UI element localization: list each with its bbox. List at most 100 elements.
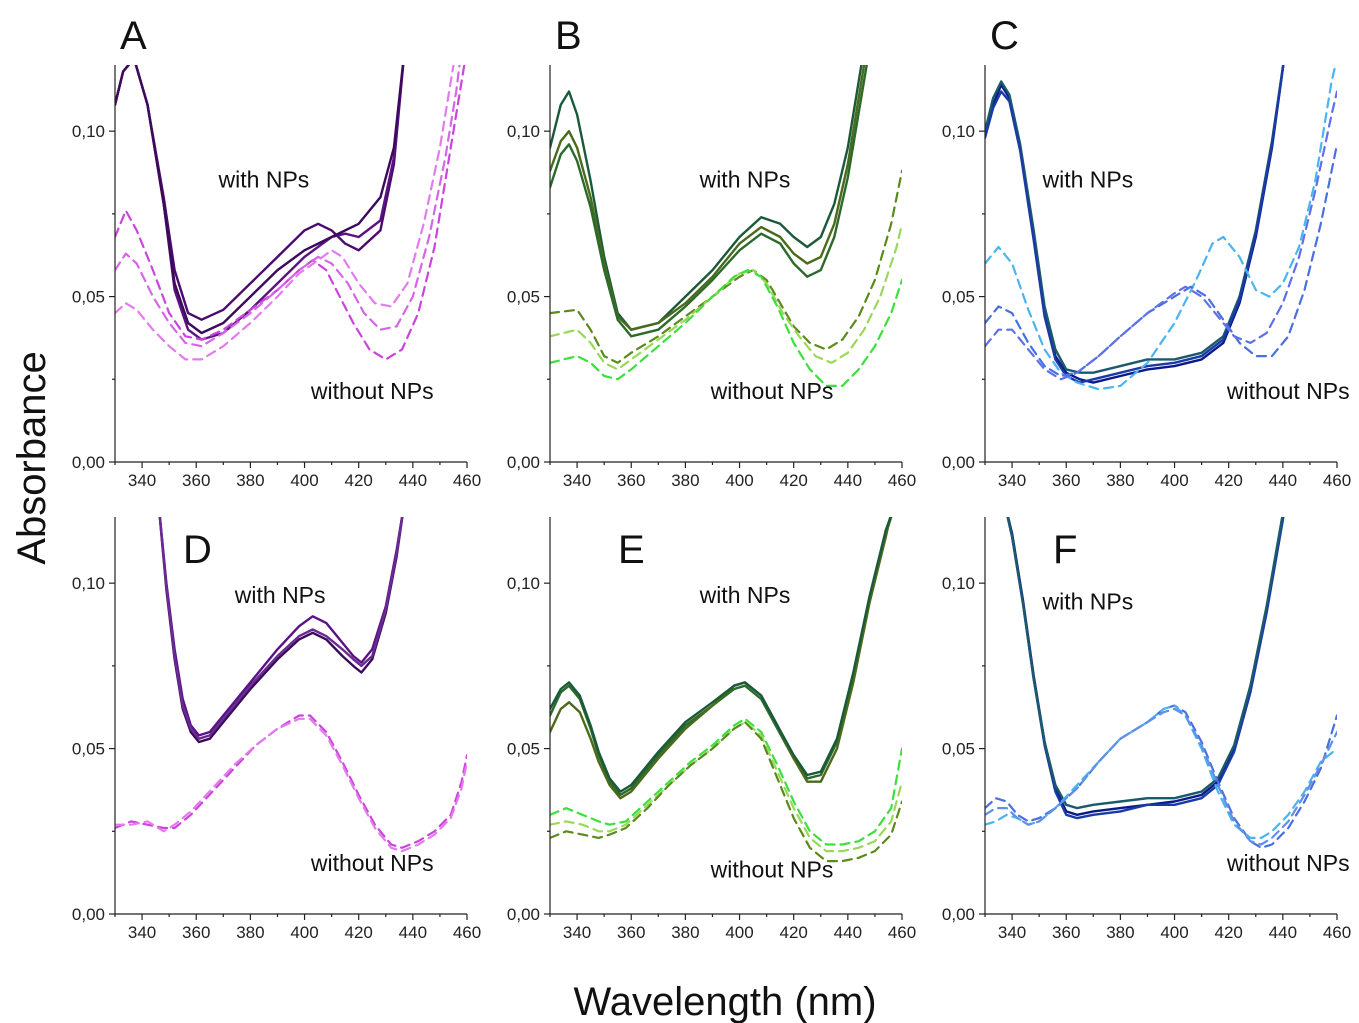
x-tick-label: 400 bbox=[290, 471, 318, 490]
series-group-e bbox=[550, 517, 902, 863]
series-line-c-4 bbox=[985, 65, 1337, 391]
series-line-b-1 bbox=[550, 65, 863, 331]
panel-letter: E bbox=[618, 528, 645, 572]
y-tick-label: 0,10 bbox=[72, 574, 105, 593]
y-tick-label: 0,05 bbox=[507, 288, 540, 307]
annotation-label: with NPs bbox=[218, 166, 310, 192]
series-line-a-6 bbox=[115, 65, 455, 361]
x-tick-label: 400 bbox=[1160, 471, 1188, 490]
x-tick-label: 360 bbox=[617, 471, 645, 490]
y-tick-label: 0,10 bbox=[72, 122, 105, 141]
x-tick-label: 420 bbox=[345, 471, 373, 490]
series-line-e-6 bbox=[550, 721, 902, 863]
series-group-b bbox=[550, 65, 902, 387]
series-group-d bbox=[115, 517, 467, 853]
y-tick-label: 0,10 bbox=[942, 574, 975, 593]
series-line-a-2 bbox=[115, 65, 405, 341]
x-tick-label: 380 bbox=[671, 923, 699, 942]
x-tick-label: 360 bbox=[182, 923, 210, 942]
series-line-a-5 bbox=[115, 65, 461, 348]
y-tick-label: 0,00 bbox=[507, 453, 540, 472]
x-tick-label: 400 bbox=[1160, 923, 1188, 942]
annotation-label: without NPs bbox=[710, 378, 834, 404]
x-tick-label: 460 bbox=[1323, 471, 1351, 490]
series-line-d-3 bbox=[158, 517, 404, 740]
x-tick-label: 440 bbox=[834, 923, 862, 942]
series-line-d-4 bbox=[115, 714, 467, 849]
annotation-label: without NPs bbox=[710, 857, 834, 883]
series-group-c bbox=[985, 65, 1337, 391]
x-tick-label: 420 bbox=[780, 923, 808, 942]
y-tick-label: 0,00 bbox=[72, 905, 105, 924]
series-line-b-6 bbox=[550, 269, 902, 387]
series-line-e-1 bbox=[550, 517, 893, 797]
annotation-label: with NPs bbox=[699, 582, 791, 608]
x-tick-label: 340 bbox=[128, 471, 156, 490]
series-group-f bbox=[985, 517, 1337, 849]
y-tick-label: 0,05 bbox=[72, 740, 105, 759]
series-line-f-2 bbox=[1006, 517, 1285, 820]
panel-letter: B bbox=[555, 14, 582, 58]
x-tick-label: 440 bbox=[834, 471, 862, 490]
x-tick-label: 380 bbox=[671, 471, 699, 490]
series-line-c-3 bbox=[985, 65, 1285, 384]
x-tick-label: 400 bbox=[725, 471, 753, 490]
y-tick-label: 0,05 bbox=[942, 740, 975, 759]
annotation-label: with NPs bbox=[1042, 589, 1134, 615]
y-tick-label: 0,10 bbox=[507, 574, 540, 593]
y-axis-title: Absorbance bbox=[10, 351, 54, 564]
annotation-label: without NPs bbox=[310, 850, 434, 876]
series-line-e-5 bbox=[550, 721, 902, 853]
series-line-a-4 bbox=[115, 65, 466, 361]
y-tick-label: 0,00 bbox=[507, 905, 540, 924]
y-tick-label: 0,05 bbox=[507, 740, 540, 759]
annotation-label: with NPs bbox=[699, 166, 791, 192]
x-tick-label: 440 bbox=[1269, 923, 1297, 942]
y-tick-label: 0,05 bbox=[72, 288, 105, 307]
x-axis-title: Wavelength (nm) bbox=[573, 980, 876, 1023]
x-tick-label: 460 bbox=[453, 923, 481, 942]
x-tick-label: 420 bbox=[1215, 471, 1243, 490]
x-tick-label: 340 bbox=[128, 923, 156, 942]
x-tick-label: 380 bbox=[236, 471, 264, 490]
x-tick-label: 340 bbox=[998, 471, 1026, 490]
x-tick-label: 460 bbox=[888, 923, 916, 942]
annotation-label: with NPs bbox=[234, 582, 326, 608]
x-tick-label: 360 bbox=[182, 471, 210, 490]
series-line-b-5 bbox=[550, 222, 902, 371]
series-line-b-2 bbox=[550, 65, 866, 331]
series-line-f-6 bbox=[985, 707, 1337, 846]
x-tick-label: 360 bbox=[1052, 923, 1080, 942]
x-tick-label: 460 bbox=[888, 471, 916, 490]
panel-letter: D bbox=[183, 528, 212, 572]
x-tick-label: 420 bbox=[1215, 923, 1243, 942]
series-line-e-2 bbox=[550, 517, 892, 800]
x-tick-label: 460 bbox=[1323, 923, 1351, 942]
x-tick-label: 340 bbox=[563, 471, 591, 490]
x-tick-label: 420 bbox=[780, 471, 808, 490]
series-line-c-5 bbox=[985, 143, 1337, 378]
x-tick-label: 340 bbox=[998, 923, 1026, 942]
x-tick-label: 460 bbox=[453, 471, 481, 490]
x-tick-label: 380 bbox=[236, 923, 264, 942]
x-tick-label: 360 bbox=[617, 923, 645, 942]
series-line-d-5 bbox=[115, 717, 467, 853]
y-tick-label: 0,00 bbox=[942, 905, 975, 924]
y-tick-label: 0,10 bbox=[507, 122, 540, 141]
x-tick-label: 400 bbox=[290, 923, 318, 942]
series-line-e-4 bbox=[550, 717, 902, 846]
x-tick-label: 440 bbox=[399, 471, 427, 490]
x-tick-label: 400 bbox=[725, 923, 753, 942]
x-tick-label: 440 bbox=[1269, 471, 1297, 490]
series-line-b-3 bbox=[550, 65, 868, 338]
x-tick-label: 360 bbox=[1052, 471, 1080, 490]
y-tick-label: 0,00 bbox=[72, 453, 105, 472]
x-tick-label: 340 bbox=[563, 923, 591, 942]
annotation-label: without NPs bbox=[1226, 378, 1350, 404]
